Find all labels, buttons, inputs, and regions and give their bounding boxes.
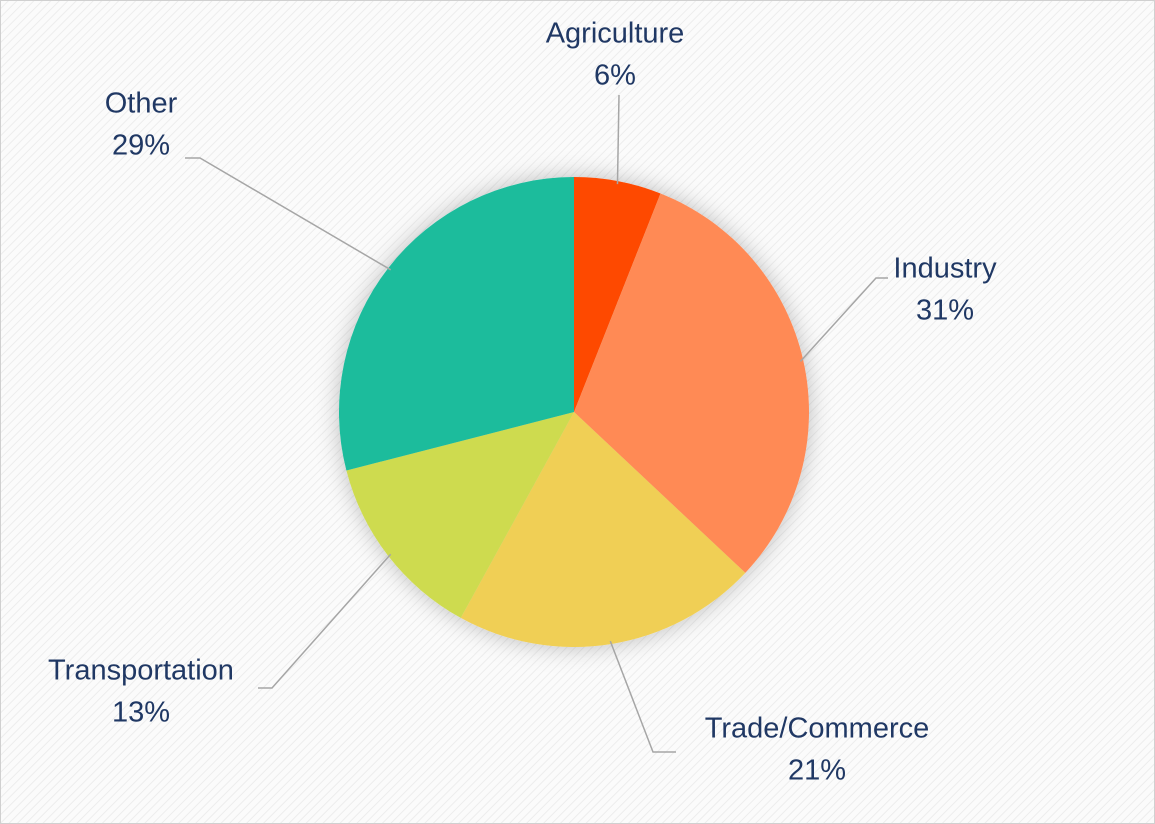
category-label: Industry [893,253,997,285]
pie-slice [346,412,574,618]
category-label: Other [105,88,178,120]
pie-slice [574,193,810,573]
value-label: 6% [594,60,636,92]
leader-line [609,640,676,753]
leader-line [616,94,620,185]
category-label: Agriculture [546,18,685,50]
pie-slice [339,177,574,471]
pie-slice [460,412,746,647]
leader-line [258,553,392,689]
pie-slice [574,177,661,412]
value-label: 13% [112,697,170,729]
leader-line [799,277,888,362]
value-label: 29% [112,130,170,162]
leader-line [185,157,392,271]
category-label: Trade/Commerce [705,713,930,745]
category-label: Transportation [48,655,234,687]
value-label: 31% [916,295,974,327]
pie [339,177,810,647]
value-label: 21% [788,755,846,787]
